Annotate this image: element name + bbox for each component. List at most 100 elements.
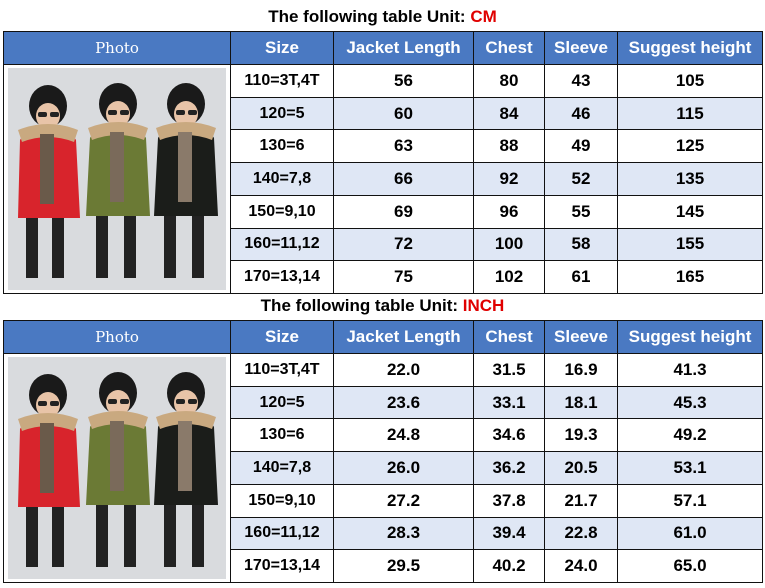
jacket-length-cell: 60 (333, 96, 474, 131)
table-title-inch: The following table Unit: INCH (0, 292, 765, 320)
chest-cell: 92 (473, 162, 545, 196)
suggest-height-cell: 105 (617, 64, 763, 98)
sleeve-cell: 52 (544, 162, 618, 196)
suggest-height-cell: 53.1 (617, 451, 763, 485)
sleeve-cell: 16.9 (544, 353, 618, 387)
table-row: 160=11,12 28.3 39.4 22.8 61.0 (4, 516, 763, 551)
chest-cell: 33.1 (473, 385, 545, 420)
size-cell: 160=11,12 (230, 516, 334, 551)
suggest-height-cell: 115 (617, 96, 763, 131)
size-cell: 140=7,8 (230, 451, 334, 485)
chest-cell: 84 (473, 96, 545, 131)
table-row: 120=5 60 84 46 115 (4, 96, 763, 131)
table-row: 130=6 24.8 34.6 19.3 49.2 (4, 418, 763, 453)
size-cell: 110=3T,4T (230, 64, 334, 98)
suggest-height-cell: 41.3 (617, 353, 763, 387)
suggest-height-cell: 145 (617, 194, 763, 229)
sleeve-cell: 18.1 (544, 385, 618, 420)
suggest-height-cell: 155 (617, 227, 763, 262)
jacket-length-cell: 72 (333, 227, 474, 262)
size-cell: 110=3T,4T (230, 353, 334, 387)
sleeve-cell: 20.5 (544, 451, 618, 485)
header-sleeve: Sleeve (544, 320, 618, 354)
header-chest: Chest (473, 31, 545, 65)
jacket-length-cell: 24.8 (333, 418, 474, 453)
sleeve-cell: 21.7 (544, 483, 618, 518)
chest-cell: 39.4 (473, 516, 545, 551)
size-cell: 130=6 (230, 129, 334, 164)
jacket-length-cell: 22.0 (333, 353, 474, 387)
title-prefix: The following table Unit: (268, 7, 471, 26)
chest-cell: 40.2 (473, 549, 545, 583)
kid-olive-jacket (86, 372, 150, 567)
suggest-height-cell: 65.0 (617, 549, 763, 583)
title-unit: CM (470, 7, 497, 26)
header-suggest-height: Suggest height (617, 31, 763, 65)
jacket-length-cell: 63 (333, 129, 474, 164)
size-cell: 120=5 (230, 96, 334, 131)
chest-cell: 80 (473, 64, 545, 98)
jacket-length-cell: 26.0 (333, 451, 474, 485)
suggest-height-cell: 49.2 (617, 418, 763, 453)
header-jacket-length: Jacket Length (333, 320, 474, 354)
title-prefix: The following table Unit: (260, 296, 463, 315)
title-unit: INCH (462, 296, 505, 315)
jacket-length-cell: 28.3 (333, 516, 474, 551)
table-row: 150=9,10 27.2 37.8 21.7 57.1 (4, 483, 763, 518)
size-cell: 130=6 (230, 418, 334, 453)
size-table-cm: Photo Size Jacket Length Chest Sleeve Su… (3, 31, 763, 294)
sleeve-cell: 22.8 (544, 516, 618, 551)
header-row: Photo Size Jacket Length Chest Sleeve Su… (3, 31, 763, 65)
size-cell: 120=5 (230, 385, 334, 420)
sleeve-cell: 61 (544, 260, 618, 294)
sleeve-cell: 46 (544, 96, 618, 131)
header-photo: Photo (3, 31, 231, 65)
jacket-length-cell: 56 (333, 64, 474, 98)
size-cell: 170=13,14 (230, 549, 334, 583)
chest-cell: 88 (473, 129, 545, 164)
jacket-length-cell: 66 (333, 162, 474, 196)
photo-cell (3, 353, 231, 583)
sleeve-cell: 55 (544, 194, 618, 229)
table-title-cm: The following table Unit: CM (0, 3, 765, 31)
size-cell: 170=13,14 (230, 260, 334, 294)
suggest-height-cell: 45.3 (617, 385, 763, 420)
suggest-height-cell: 125 (617, 129, 763, 164)
table-row: 170=13,14 75 102 61 165 (4, 260, 763, 294)
table-row: 170=13,14 29.5 40.2 24.0 65.0 (4, 549, 763, 583)
jacket-length-cell: 29.5 (333, 549, 474, 583)
header-row: Photo Size Jacket Length Chest Sleeve Su… (3, 320, 763, 354)
chest-cell: 96 (473, 194, 545, 229)
sleeve-cell: 24.0 (544, 549, 618, 583)
suggest-height-cell: 61.0 (617, 516, 763, 551)
size-cell: 150=9,10 (230, 194, 334, 229)
table-row: 150=9,10 69 96 55 145 (4, 194, 763, 229)
table-row: 120=5 23.6 33.1 18.1 45.3 (4, 385, 763, 420)
jacket-length-cell: 69 (333, 194, 474, 229)
product-photo (8, 357, 226, 579)
jacket-length-cell: 23.6 (333, 385, 474, 420)
sleeve-cell: 19.3 (544, 418, 618, 453)
chest-cell: 31.5 (473, 353, 545, 387)
table-row: 160=11,12 72 100 58 155 (4, 227, 763, 262)
kid-red-jacket (18, 374, 80, 567)
header-photo: Photo (3, 320, 231, 354)
kids-jackets-image (8, 357, 226, 579)
header-size: Size (230, 31, 334, 65)
header-sleeve: Sleeve (544, 31, 618, 65)
table-row: 110=3T,4T 56 80 43 105 (3, 64, 763, 294)
suggest-height-cell: 135 (617, 162, 763, 196)
header-chest: Chest (473, 320, 545, 354)
kid-black-jacket (154, 83, 218, 278)
size-cell: 160=11,12 (230, 227, 334, 262)
product-photo (8, 68, 226, 290)
chest-cell: 37.8 (473, 483, 545, 518)
chest-cell: 100 (473, 227, 545, 262)
sleeve-cell: 58 (544, 227, 618, 262)
kid-red-jacket (18, 85, 80, 278)
chest-cell: 34.6 (473, 418, 545, 453)
header-jacket-length: Jacket Length (333, 31, 474, 65)
size-table-inch: Photo Size Jacket Length Chest Sleeve Su… (3, 320, 763, 583)
chest-cell: 36.2 (473, 451, 545, 485)
